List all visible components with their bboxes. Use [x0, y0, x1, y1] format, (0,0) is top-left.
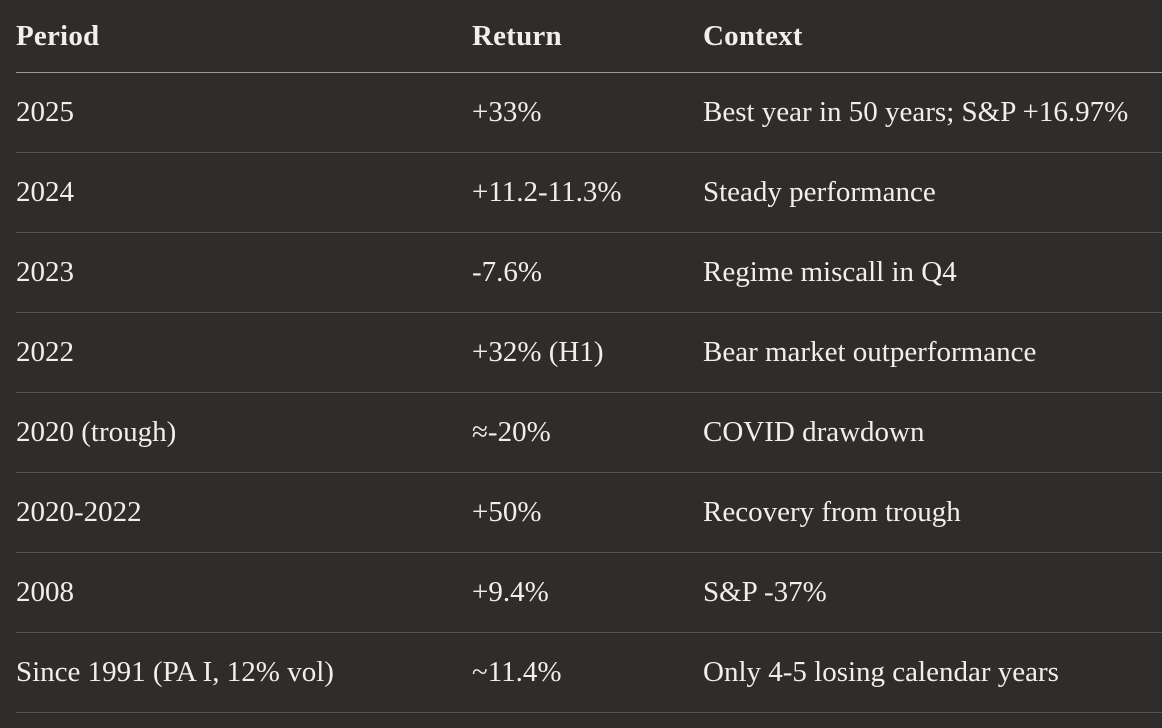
period-cell: 2023 [16, 232, 472, 313]
column-header-return: Return [472, 0, 703, 73]
return-cell: +11.2-11.3% [472, 152, 703, 233]
table-row: 2025 +33% Best year in 50 years; S&P +16.9… [16, 72, 1162, 153]
period-cell: 2008 [16, 552, 472, 633]
context-cell: Regime miscall in Q4 [703, 232, 1162, 313]
return-cell: +50% [472, 472, 703, 553]
table-row: 2022 +32% (H1) Bear market outperformance [16, 312, 1162, 393]
table-row: 2020 (trough) ≈-20% COVID drawdown [16, 392, 1162, 473]
context-cell: Best year in 50 years; S&P +16.97% [703, 72, 1162, 153]
context-cell: Recovery from trough [703, 472, 1162, 553]
table-row: Since 1991 (PA I, 12% vol) ~11.4% Only 4-5… [16, 632, 1162, 713]
return-cell: ≈-20% [472, 392, 703, 473]
period-cell: 2020 (trough) [16, 392, 472, 473]
context-cell: Bear market outperformance [703, 312, 1162, 393]
header-row: Period Return Context [16, 0, 1162, 73]
context-cell: Steady performance [703, 152, 1162, 233]
table-row: 2023 -7.6% Regime miscall in Q4 [16, 232, 1162, 313]
period-cell: 2024 [16, 152, 472, 233]
return-cell: +33% [472, 72, 703, 153]
table-row: 2024 +11.2-11.3% Steady performance [16, 152, 1162, 233]
return-cell: +32% (H1) [472, 312, 703, 393]
period-cell: 2020-2022 [16, 472, 472, 553]
return-cell: ~11.4% [472, 632, 703, 713]
table-body: 2025 +33% Best year in 50 years; S&P +16.9… [16, 72, 1162, 713]
table-row: 2020-2022 +50% Recovery from trough [16, 472, 1162, 553]
column-header-period: Period [16, 0, 472, 73]
context-cell: S&P -37% [703, 552, 1162, 633]
returns-table: Period Return Context 2025 +33% Best year … [16, 0, 1162, 713]
period-cell: 2025 [16, 72, 472, 153]
context-cell: COVID drawdown [703, 392, 1162, 473]
period-cell: Since 1991 (PA I, 12% vol) [16, 632, 472, 713]
table-row: 2008 +9.4% S&P -37% [16, 552, 1162, 633]
column-header-context: Context [703, 0, 1162, 73]
period-cell: 2022 [16, 312, 472, 393]
context-cell: Only 4-5 losing calendar years [703, 632, 1162, 713]
return-cell: +9.4% [472, 552, 703, 633]
return-cell: -7.6% [472, 232, 703, 313]
